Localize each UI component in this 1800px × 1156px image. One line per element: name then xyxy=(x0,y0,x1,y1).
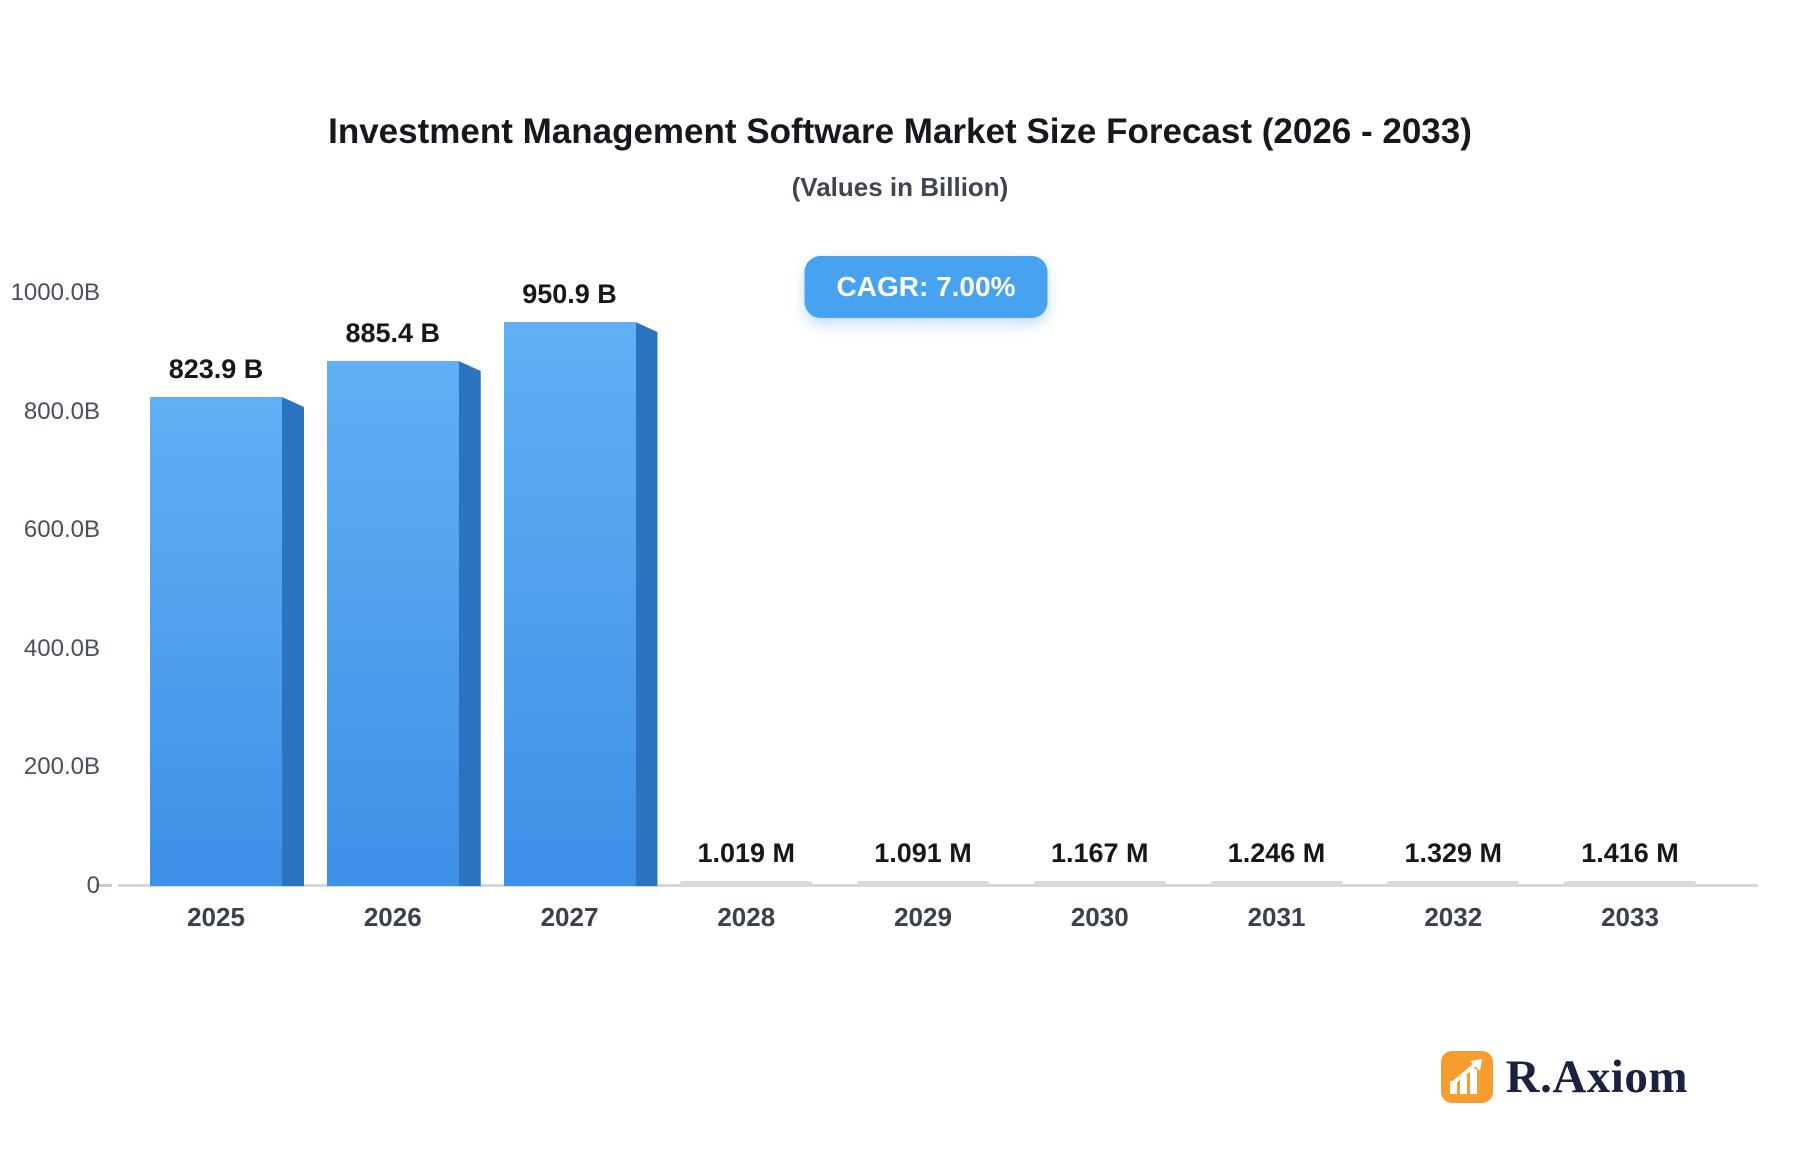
bar-value-label: 1.246 M xyxy=(1227,838,1326,868)
bar-value-label: 1.416 M xyxy=(1581,838,1679,868)
bar-2029 xyxy=(857,881,989,886)
x-axis-label: 2028 xyxy=(717,902,776,932)
x-axis-label: 2026 xyxy=(363,902,422,932)
bar-value-label: 885.4 B xyxy=(345,318,441,348)
bar-side-face xyxy=(458,361,481,886)
x-axis-label: 2029 xyxy=(894,902,952,932)
bar-front-face xyxy=(503,322,636,886)
cagr-badge: CAGR: 7.00% xyxy=(804,256,1048,318)
bar-value-label: 950.9 B xyxy=(522,279,617,309)
x-axis-label: 2031 xyxy=(1247,902,1306,932)
y-axis-label: 400.0B xyxy=(23,634,100,662)
bar-2030 xyxy=(1033,881,1166,886)
brand-logo: R.Axiom xyxy=(1440,1050,1688,1104)
x-axis-label: 2030 xyxy=(1070,902,1129,932)
bar-side-face xyxy=(635,322,658,886)
chart-title: Investment Management Software Market Si… xyxy=(328,112,1472,151)
y-axis-label: 800.0B xyxy=(23,397,100,425)
x-axis-label: 2027 xyxy=(540,902,599,932)
bar-front-face xyxy=(326,361,459,886)
y-axis-label: 600.0B xyxy=(23,516,100,544)
bar-2028 xyxy=(680,881,813,886)
x-axis-label: 2033 xyxy=(1601,902,1659,932)
bar-value-label: 1.329 M xyxy=(1404,838,1503,868)
bar-2032 xyxy=(1387,881,1520,886)
bar-value-label: 823.9 B xyxy=(168,354,264,384)
chart-subtitle: (Values in Billion) xyxy=(791,172,1009,202)
y-axis-label: 0 xyxy=(86,872,100,899)
bar-side-face xyxy=(282,397,304,886)
logo-icon xyxy=(1440,1051,1493,1103)
x-axis-label: 2032 xyxy=(1424,902,1483,932)
bar-2026 xyxy=(326,361,481,886)
bar-2033 xyxy=(1564,881,1696,886)
logo-text: R.Axiom xyxy=(1505,1051,1688,1103)
bar-value-label: 1.167 M xyxy=(1050,838,1149,868)
bar-front-face xyxy=(150,397,282,886)
bar-2025 xyxy=(150,397,304,886)
zero-tick-mark xyxy=(96,884,112,887)
y-axis-label: 200.0B xyxy=(23,753,100,781)
bar-value-label: 1.019 M xyxy=(697,838,796,868)
bar-2027 xyxy=(503,322,658,886)
bar-value-label: 1.091 M xyxy=(874,838,972,868)
y-axis-label: 1000.0B xyxy=(10,279,100,306)
x-axis-label: 2025 xyxy=(187,902,245,932)
bar-2031 xyxy=(1210,881,1343,886)
